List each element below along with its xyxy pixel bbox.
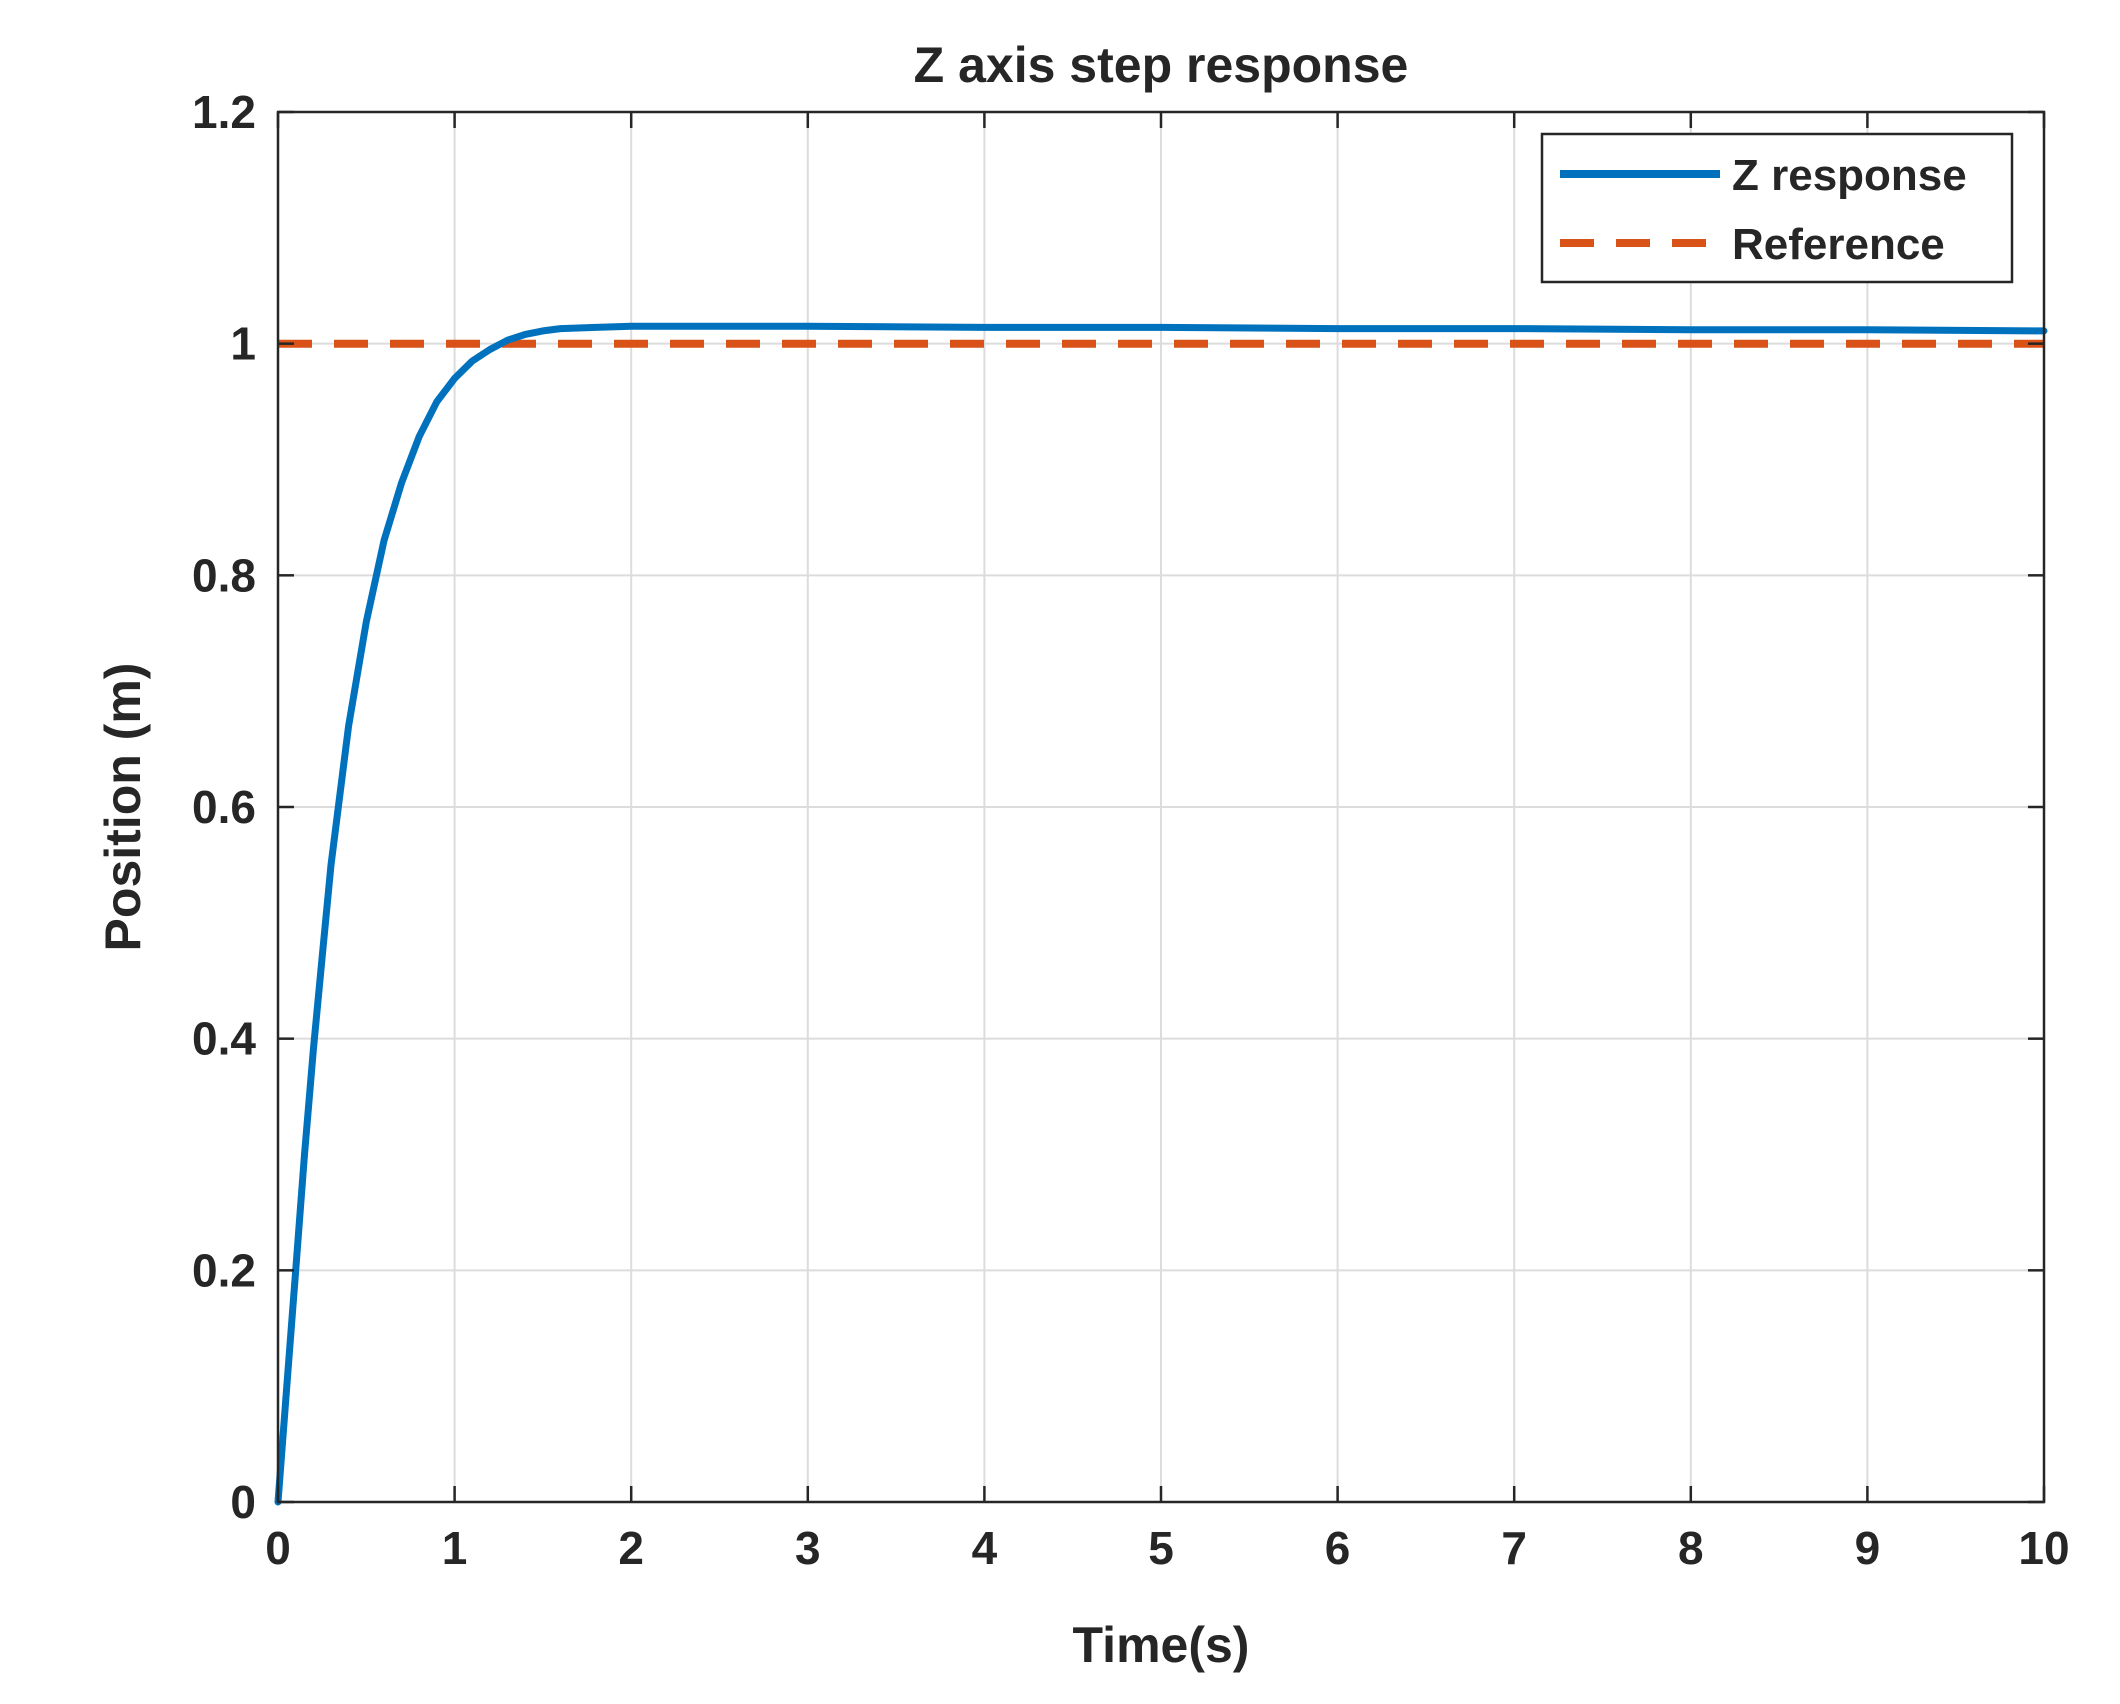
- x-tick-label: 10: [2018, 1522, 2069, 1574]
- y-tick-label: 0.6: [192, 781, 256, 833]
- x-tick-label: 4: [972, 1522, 998, 1574]
- x-tick-label: 9: [1855, 1522, 1881, 1574]
- y-tick-label: 1.2: [192, 86, 256, 138]
- legend-label-reference: Reference: [1732, 220, 1945, 269]
- x-tick-label: 6: [1325, 1522, 1351, 1574]
- x-axis-label: Time(s): [1073, 1617, 1250, 1673]
- x-tick-label: 1: [442, 1522, 468, 1574]
- series-lines: [274, 322, 2048, 1506]
- y-axis-label: Position (m): [95, 663, 151, 952]
- grid-lines: [278, 112, 2044, 1502]
- y-tick-label: 0.2: [192, 1244, 256, 1296]
- series-line-z-response: [274, 322, 2048, 1506]
- x-tick-label: 3: [795, 1522, 821, 1574]
- legend-box: [1540, 132, 2014, 284]
- chart-title: Z axis step response: [914, 37, 1409, 93]
- legend-label-z-response: Z response: [1732, 151, 1967, 200]
- x-tick-label: 8: [1678, 1522, 1704, 1574]
- y-tick-label: 0.8: [192, 549, 256, 601]
- x-tick-label: 5: [1148, 1522, 1174, 1574]
- x-tick-label: 2: [618, 1522, 644, 1574]
- y-tick-label: 1: [230, 318, 256, 370]
- axis-ticks: 0 1 2 3 4 5 6 7 8 9 10 0 0.2 0.4 0.6 0.8 1 1.2: [192, 86, 2070, 1574]
- y-tick-label: 0.4: [192, 1013, 256, 1065]
- y-tick-label: 0: [230, 1476, 256, 1528]
- x-tick-label: 0: [265, 1522, 291, 1574]
- legend: Z response Reference: [1540, 132, 2014, 284]
- x-tick-label: 7: [1501, 1522, 1527, 1574]
